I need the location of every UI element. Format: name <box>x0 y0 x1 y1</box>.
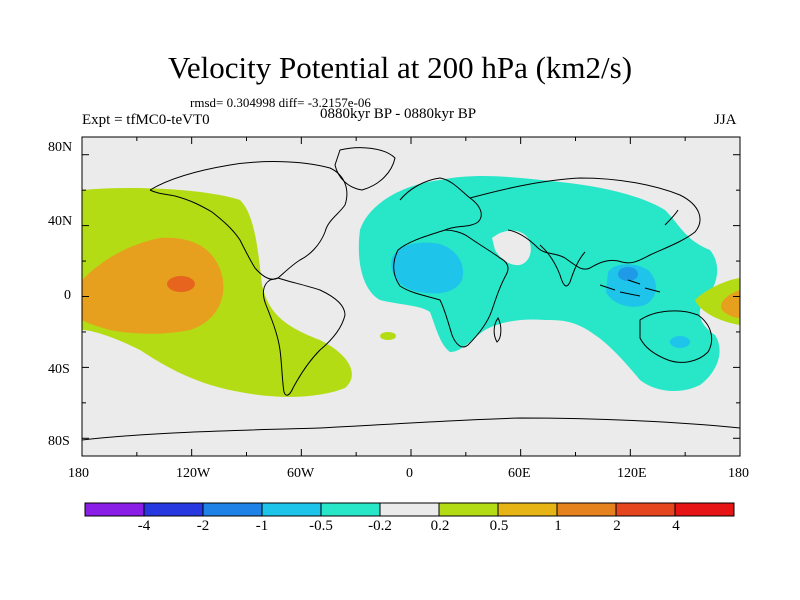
colorbar-label: -1 <box>255 518 269 534</box>
season-label: JJA <box>714 112 737 128</box>
colorbar-box <box>615 502 676 517</box>
colorbar-box <box>261 502 322 517</box>
colorbar-box <box>674 502 735 517</box>
madagascar-coast <box>493 317 502 343</box>
colorbar-box <box>497 502 558 517</box>
map-title: Velocity Potential at 200 hPa (km2/s) <box>167 50 633 85</box>
lon-label-180w: 180 <box>68 466 89 481</box>
antarctica-coast <box>82 417 740 441</box>
colorbar-label: 0.5 <box>489 518 509 534</box>
colorbar-label: 4 <box>672 518 680 534</box>
maritime-blue-spot <box>618 267 638 281</box>
pacific-max-spot <box>167 276 195 292</box>
lat-label-40s: 40S <box>48 362 70 377</box>
colorbar-box <box>143 502 204 517</box>
lon-label-180e: 180 <box>728 466 749 481</box>
lat-label-80n: 80N <box>48 140 73 155</box>
indonesia-coast <box>599 279 661 297</box>
colorbar-box <box>320 502 381 517</box>
lon-label-120e: 120E <box>617 466 647 481</box>
colorbar-label: -0.5 <box>309 518 333 534</box>
india-coast <box>539 244 586 287</box>
lon-label-60e: 60E <box>508 466 531 481</box>
lat-label-40n: 40N <box>48 214 73 229</box>
greenland-coast <box>334 147 396 191</box>
colorbar-box <box>379 502 440 517</box>
asia-coast <box>469 177 701 270</box>
north-america-coast <box>149 161 348 280</box>
australia-coast <box>639 310 713 363</box>
lat-label-0: 0 <box>64 288 71 303</box>
pacific-orange-region <box>82 237 224 334</box>
colorbar-label: -4 <box>137 518 151 534</box>
europe-africa-coast <box>393 177 509 348</box>
lon-label-120w: 120W <box>176 466 211 481</box>
colorbar-box <box>202 502 263 517</box>
atlantic-green-spot <box>380 332 396 340</box>
australia-blue-spot <box>670 336 690 348</box>
colorbar-label: -2 <box>196 518 210 534</box>
lon-label-0: 0 <box>406 466 413 481</box>
south-america-coast <box>262 277 346 396</box>
africa-blue-region <box>391 242 464 294</box>
coastlines <box>82 147 740 441</box>
arabia-neutral-region <box>492 230 531 266</box>
lon-label-60w: 60W <box>287 466 315 481</box>
colorbar-label: 2 <box>613 518 621 534</box>
tick-marks <box>81 137 741 456</box>
colorbar <box>84 502 735 517</box>
stats-text: rmsd= 0.304998 diff= -3.2157e-06 <box>190 95 371 110</box>
experiment-label: Expt = tfMC0-teVT0 <box>82 112 210 128</box>
colorbar-box <box>438 502 499 517</box>
japan-coast <box>664 209 679 226</box>
period-label: 0880kyr BP - 0880kyr BP <box>320 106 477 122</box>
colorbar-label: 0.2 <box>430 518 450 534</box>
colorbar-box <box>84 502 145 517</box>
colorbar-label: -0.2 <box>368 518 392 534</box>
colorbar-box <box>556 502 617 517</box>
lat-label-80s: 80S <box>48 434 70 449</box>
colorbar-label: 1 <box>554 518 562 534</box>
